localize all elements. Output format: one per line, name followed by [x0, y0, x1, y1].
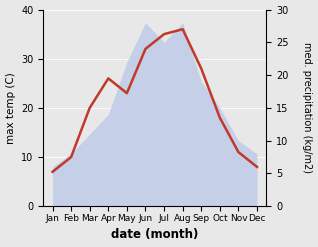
Y-axis label: med. precipitation (kg/m2): med. precipitation (kg/m2) [302, 42, 313, 173]
X-axis label: date (month): date (month) [111, 228, 198, 242]
Y-axis label: max temp (C): max temp (C) [5, 72, 16, 144]
